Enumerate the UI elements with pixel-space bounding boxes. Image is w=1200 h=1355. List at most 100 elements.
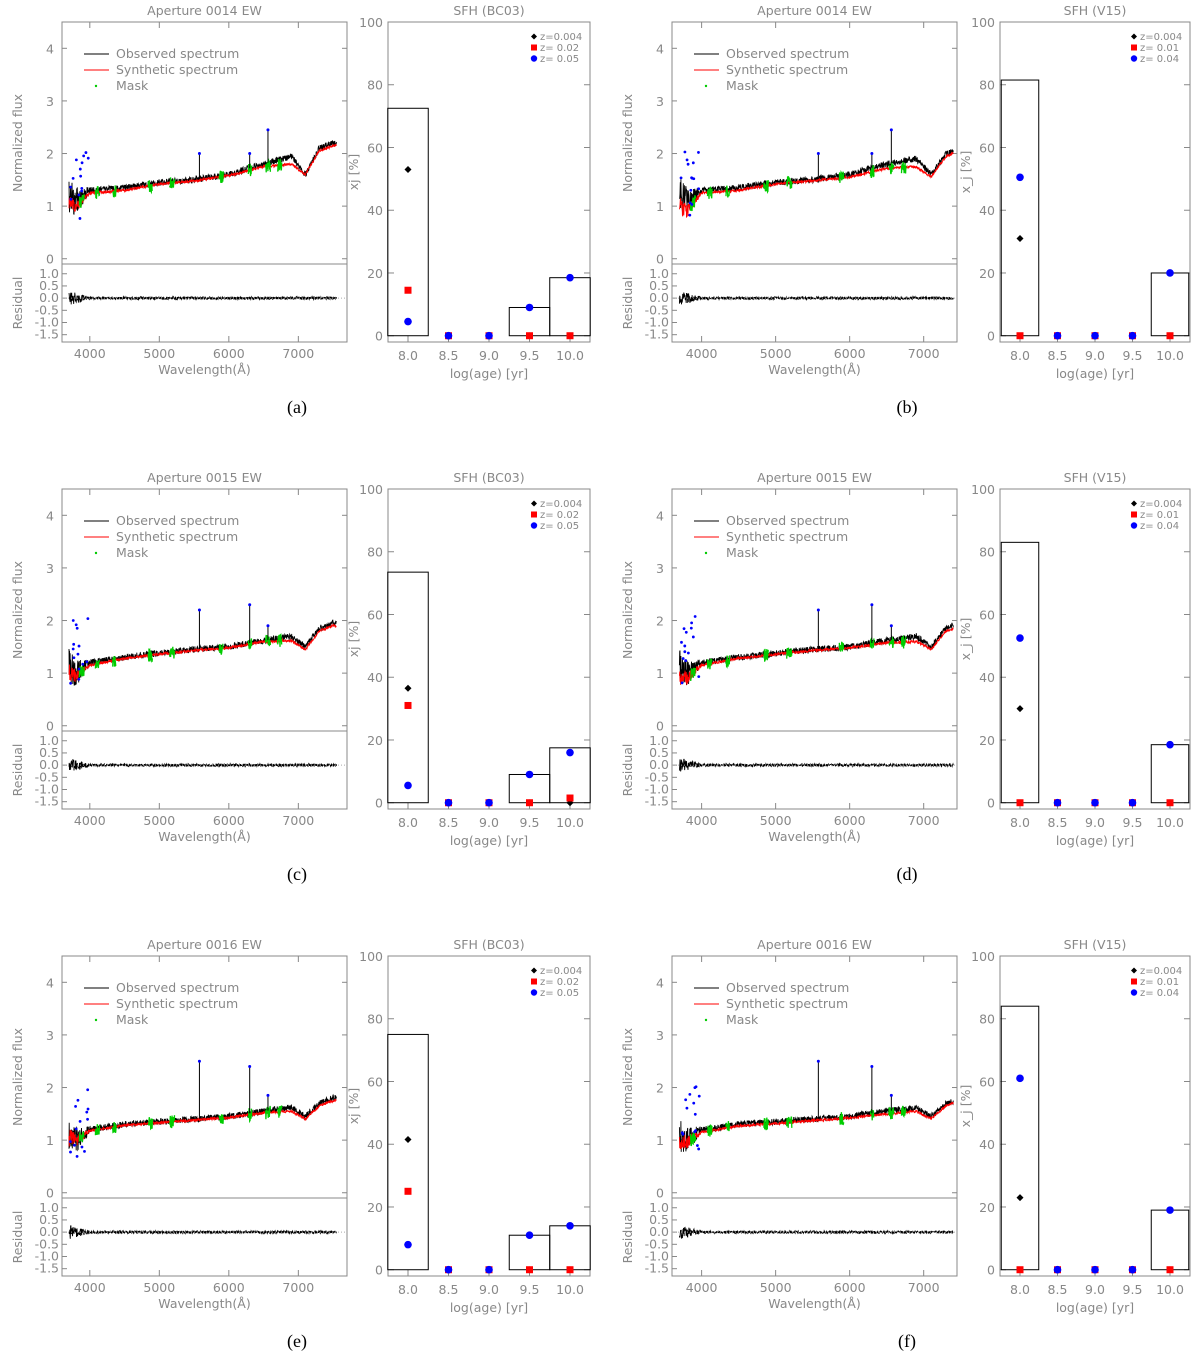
sfh-y-tick-label: 0 (987, 796, 995, 811)
resid-axis-label: Residual (10, 1211, 25, 1264)
sfh-y-tick-label: 80 (979, 1012, 995, 1027)
masked-region-line (900, 161, 907, 174)
sfh-marker-z-high (404, 317, 412, 326)
masked-region-line (94, 660, 101, 669)
flagged-pixel-marker (76, 652, 80, 656)
synthetic-spectrum-line (68, 1098, 337, 1147)
y-axis-label: Normalized flux (10, 1028, 25, 1126)
flagged-pixel-marker (692, 1101, 696, 1105)
masked-region-line (265, 1105, 272, 1120)
sfh-marker-z-high (1053, 798, 1062, 807)
sfh-y-tick-label: 40 (367, 1137, 383, 1152)
sfh-y-tick-label: 100 (971, 15, 995, 30)
flagged-pixel-marker (697, 1147, 701, 1151)
sfh-legend-swatch (1131, 44, 1137, 51)
sfh-x-tick-label: 8.5 (1048, 348, 1068, 363)
flagged-pixel-marker (84, 151, 88, 154)
legend-synthetic-label: Synthetic spectrum (116, 62, 238, 77)
masked-region-line (725, 655, 731, 669)
resid-tick-label: -1.5 (645, 794, 669, 809)
flagged-pixel-marker (693, 1112, 697, 1116)
sfh-x-tick-label: 9.5 (1123, 348, 1143, 363)
sfh-y-tick-label: 80 (367, 1012, 383, 1027)
resid-tick-label: -0.5 (645, 302, 669, 317)
flagged-pixel-marker (686, 162, 690, 166)
sfh-x-axis-label: log(age) [yr] (450, 1300, 528, 1315)
y-tick-label: 2 (656, 147, 664, 162)
sfh-y-tick-label: 60 (979, 140, 995, 155)
sfh-marker-z-high (485, 1265, 493, 1274)
y-tick-label: 2 (656, 1081, 664, 1096)
panel-label: (b) (897, 397, 918, 418)
resid-tick-label: 1.0 (649, 733, 669, 748)
masked-region-line (218, 643, 224, 655)
flagged-pixel-marker (197, 608, 201, 612)
sfh-y-tick-label: 60 (979, 1074, 995, 1089)
sfh-marker-z-low (1016, 234, 1024, 242)
sfh-marker-z-high (1166, 740, 1174, 749)
y-tick-label: 1 (46, 199, 54, 214)
masked-region-line (888, 1107, 895, 1120)
sfh-bar (1150, 744, 1190, 804)
flagged-pixel-marker (686, 651, 690, 655)
sfh-y-tick-label: 100 (359, 15, 383, 30)
sfh-marker-z-mid (566, 794, 574, 802)
sfh-title: SFH (V15) (1064, 937, 1127, 952)
flagged-pixel-marker (248, 152, 252, 156)
flagged-pixel-marker (688, 1092, 692, 1096)
sfh-y-tick-label: 0 (375, 796, 383, 811)
flagged-pixel-marker (889, 624, 893, 628)
sfh-legend-swatch (531, 967, 537, 974)
y-tick-label: 2 (656, 614, 664, 629)
sfh-marker-z-high (566, 273, 574, 282)
flagged-pixel-marker (80, 187, 84, 190)
masked-region-line (169, 646, 176, 659)
flagged-pixel-marker (694, 1085, 698, 1089)
sfh-x-tick-label: 8.5 (439, 815, 459, 830)
masked-region-line (147, 180, 154, 195)
resid-tick-label: -1.5 (35, 794, 59, 809)
masked-region-line (247, 638, 253, 650)
sfh-legend-label: z= 0.01 (1140, 510, 1179, 521)
flagged-pixel-marker (85, 1110, 89, 1114)
legend-mask-swatch (704, 1018, 708, 1022)
legend-synthetic-label: Synthetic spectrum (726, 62, 848, 77)
legend-observed-label: Observed spectrum (726, 513, 849, 528)
masked-region-line (218, 170, 224, 184)
sfh-x-tick-label: 8.5 (1048, 1282, 1068, 1297)
resid-tick-label: -1.5 (645, 1261, 669, 1276)
sfh-x-tick-label: 8.0 (398, 1282, 418, 1297)
masked-region-line (169, 177, 176, 189)
sfh-marker-z-mid (404, 701, 412, 709)
flagged-pixel-marker (248, 603, 252, 607)
resid-tick-label: 1.0 (39, 266, 59, 281)
y-tick-label: 4 (46, 41, 54, 56)
sfh-marker-z-high (566, 1222, 574, 1230)
legend-mask-label: Mask (116, 78, 149, 93)
sfh-y-tick-label: 40 (979, 1137, 995, 1152)
flagged-pixel-marker (870, 603, 874, 607)
masked-region-line (78, 194, 85, 208)
resid-tick-label: -0.5 (35, 1236, 59, 1251)
masked-region-line (276, 1105, 283, 1118)
resid-tick-label: -1.5 (645, 327, 669, 342)
y-axis-label: Normalized flux (10, 561, 25, 659)
flagged-pixel-marker (682, 627, 686, 631)
masked-region-line (786, 175, 793, 189)
sfh-bar (508, 1234, 551, 1271)
sfh-bar (387, 107, 429, 337)
residual-plot-frame (671, 1197, 958, 1277)
sfh-bar (549, 1225, 591, 1271)
sfh-plot-frame (387, 21, 591, 343)
sfh-x-tick-label: 9.5 (1123, 1282, 1143, 1297)
panel-label: (c) (287, 864, 307, 885)
sfh-bar (549, 277, 591, 337)
sfh-x-tick-label: 8.0 (398, 348, 418, 363)
sfh-marker-z-high (404, 1240, 412, 1249)
sfh-marker-z-low (1016, 1194, 1024, 1202)
flagged-pixel-marker (69, 1140, 72, 1144)
sfh-x-axis-label: log(age) [yr] (450, 366, 528, 381)
masked-region-line (169, 1115, 176, 1129)
masked-region-line (838, 641, 845, 652)
legend-mask-swatch (704, 551, 708, 555)
